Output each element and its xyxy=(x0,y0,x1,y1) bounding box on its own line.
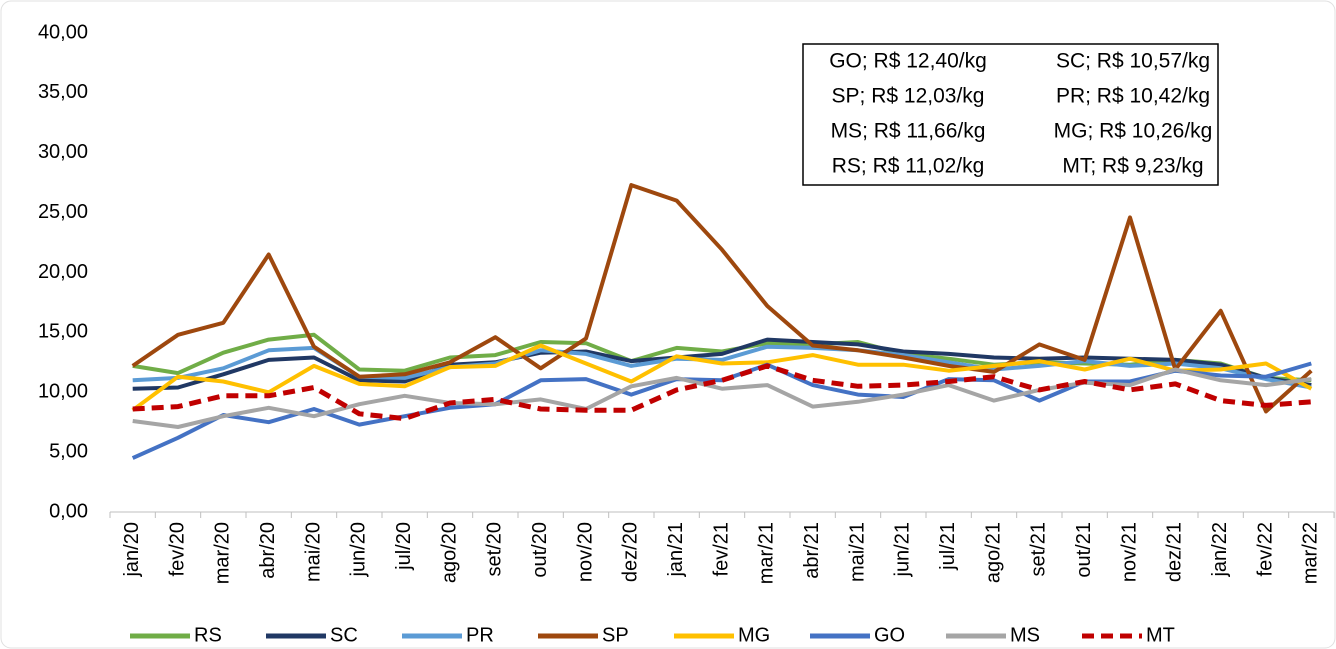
x-tick-label: mar/22 xyxy=(1300,522,1322,584)
legend-label: MT xyxy=(1146,624,1175,646)
x-tick-label: jan/22 xyxy=(1209,522,1231,578)
annotation-text: RS; R$ 11,02/kg xyxy=(832,155,985,178)
legend-label: SC xyxy=(330,624,358,646)
x-tick-label: jun/21 xyxy=(892,522,914,578)
annotation-box xyxy=(802,43,1219,186)
legend-label: PR xyxy=(466,624,494,646)
legend-label: RS xyxy=(194,624,222,646)
y-tick-label: 40,00 xyxy=(38,21,88,43)
series-line xyxy=(131,343,1313,412)
y-tick-label: 25,00 xyxy=(38,201,88,223)
annotation-text: MS; R$ 11,66/kg xyxy=(831,120,986,143)
x-tick-label: jan/21 xyxy=(665,522,687,578)
series-line xyxy=(132,363,1312,422)
annotation-text: SC; R$ 10,57/kg xyxy=(1056,50,1210,73)
x-tick-label: jun/20 xyxy=(348,522,370,578)
series-line xyxy=(131,183,1313,414)
x-tick-label: fev/20 xyxy=(166,522,188,576)
annotation-text: MT; R$ 9,23/kg xyxy=(1062,155,1203,178)
x-tick-label: fev/22 xyxy=(1254,522,1276,576)
x-tick-label: mai/20 xyxy=(302,522,324,582)
x-tick-label: nov/20 xyxy=(574,522,596,582)
annotation-text: MG; R$ 10,26/kg xyxy=(1054,120,1213,143)
x-tick-label: mar/20 xyxy=(212,522,234,584)
y-tick-label: 20,00 xyxy=(38,261,88,283)
series-line xyxy=(132,367,1312,429)
x-tick-label: abr/21 xyxy=(801,522,823,579)
legend-label: GO xyxy=(874,624,905,646)
y-tick-label: 10,00 xyxy=(38,381,88,403)
x-tick-label: dez/21 xyxy=(1164,522,1186,582)
x-tick-label: mai/21 xyxy=(846,522,868,582)
x-tick-label: ago/20 xyxy=(438,522,460,583)
x-tick-label: fev/21 xyxy=(710,522,732,576)
y-tick-label: 35,00 xyxy=(38,81,88,103)
y-tick-label: 15,00 xyxy=(38,321,88,343)
x-tick-label: dez/20 xyxy=(620,522,642,582)
x-tick-label: out/20 xyxy=(529,522,551,578)
annotation-text: PR; R$ 10,42/kg xyxy=(1056,85,1210,108)
x-tick-label: nov/21 xyxy=(1118,522,1140,582)
legend-label: MG xyxy=(738,624,770,646)
x-tick-label: jul/20 xyxy=(393,522,415,571)
series-line xyxy=(132,337,1312,391)
legend-label: SP xyxy=(602,624,629,646)
x-tick-label: ago/21 xyxy=(982,522,1004,583)
y-tick-label: 5,00 xyxy=(49,440,88,462)
y-tick-label: 30,00 xyxy=(38,141,88,163)
x-tick-label: abr/20 xyxy=(257,522,279,579)
legend-label: MS xyxy=(1010,624,1040,646)
x-tick-label: set/21 xyxy=(1028,522,1050,576)
x-tick-label: set/20 xyxy=(484,522,506,576)
x-tick-label: jan/20 xyxy=(121,522,143,578)
x-tick-label: out/21 xyxy=(1073,522,1095,578)
x-tick-label: jul/21 xyxy=(937,522,959,571)
annotation-text: SP; R$ 12,03/kg xyxy=(832,85,985,108)
y-tick-label: 0,00 xyxy=(49,500,88,522)
annotation-text: GO; R$ 12,40/kg xyxy=(829,50,987,73)
x-tick-label: mar/21 xyxy=(756,522,778,584)
